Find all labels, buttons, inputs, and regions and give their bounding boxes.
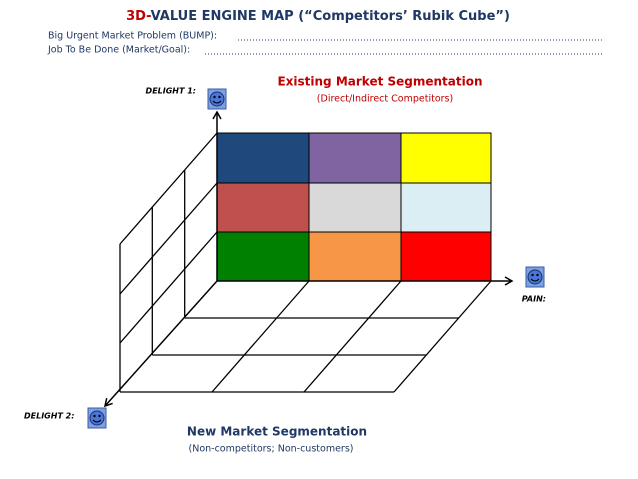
new-subtitle: (Non-competitors; Non-customers) bbox=[189, 444, 354, 455]
jtbd-label: Job To Be Done (Market/Goal): bbox=[47, 45, 190, 56]
pain-label: PAIN: bbox=[522, 295, 546, 304]
delight2-icon bbox=[87, 407, 107, 429]
delight1-label: DELIGHT 1: bbox=[146, 87, 196, 96]
cell bbox=[400, 132, 492, 184]
title: 3D-VALUE ENGINE MAP (“Competitors’ Rubik… bbox=[126, 9, 510, 24]
new-title: New Market Segmentation bbox=[187, 425, 367, 439]
delight2-label: DELIGHT 2: bbox=[24, 412, 74, 421]
bump-label: Big Urgent Market Problem (BUMP): bbox=[48, 31, 217, 42]
cell bbox=[308, 132, 402, 184]
cell bbox=[216, 182, 310, 233]
axis-delight2 bbox=[103, 280, 218, 408]
wire-grid bbox=[119, 132, 492, 393]
title-prefix: 3D- bbox=[126, 9, 151, 24]
existing-title: Existing Market Segmentation bbox=[277, 75, 482, 89]
cell bbox=[400, 231, 492, 282]
cell bbox=[216, 132, 310, 184]
axes bbox=[103, 110, 514, 408]
delight1-icon bbox=[207, 88, 227, 110]
pain-icon bbox=[525, 266, 545, 288]
cell bbox=[216, 231, 310, 282]
cell bbox=[400, 182, 492, 233]
existing-subtitle: (Direct/Indirect Competitors) bbox=[317, 94, 453, 105]
title-text: VALUE ENGINE MAP (“Competitors’ Rubik Cu… bbox=[151, 9, 510, 24]
cell bbox=[308, 231, 402, 282]
cell bbox=[308, 182, 402, 233]
color-grid bbox=[216, 132, 492, 282]
